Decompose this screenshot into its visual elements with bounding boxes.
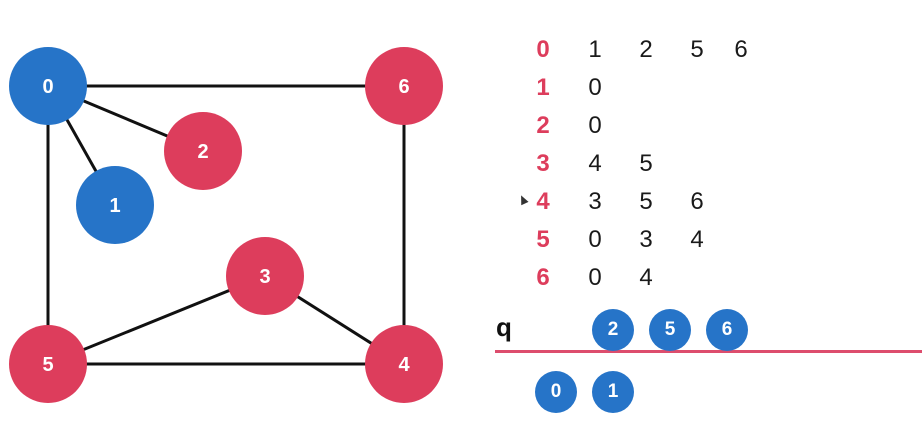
- adjacency-neighbor: 6: [734, 36, 748, 63]
- adjacency-neighbor: 6: [690, 188, 704, 215]
- queue-divider: [495, 350, 922, 353]
- adjacency-vertex: 0: [536, 36, 550, 63]
- queue-item: 2: [592, 309, 634, 351]
- node-3: 3: [226, 237, 304, 315]
- node-label: 6: [398, 76, 409, 98]
- edge-5-3: [47, 274, 266, 366]
- node-label: 4: [398, 354, 410, 376]
- adjacency-neighbor: 3: [588, 188, 602, 215]
- queue-item: 5: [649, 309, 691, 351]
- node-circle: [365, 325, 443, 403]
- graph-nodes: 0 1 2 3 4 5 6: [9, 47, 443, 403]
- node-circle: [76, 166, 154, 244]
- mouse-cursor-icon: [517, 193, 529, 206]
- graph-diagram: 0 1 2 3 4 5 6: [9, 47, 443, 403]
- adjacency-neighbor: 0: [588, 112, 602, 139]
- dequeued-item: 0: [535, 371, 577, 413]
- adjacency-vertex: 3: [536, 150, 550, 177]
- node-4: 4: [365, 325, 443, 403]
- adjacency-neighbor: 3: [639, 226, 653, 253]
- node-1: 1: [76, 166, 154, 244]
- node-circle: [9, 47, 87, 125]
- adjacency-neighbor: 1: [588, 36, 602, 63]
- adjacency-vertex: 5: [536, 226, 550, 253]
- queue-label: q: [496, 312, 512, 342]
- node-circle: [164, 112, 242, 190]
- node-label: 5: [42, 354, 53, 376]
- adjacency-vertex: 1: [536, 74, 550, 101]
- node-6: 6: [365, 47, 443, 125]
- node-2: 2: [164, 112, 242, 190]
- node-label: 0: [42, 76, 53, 98]
- queue-item: 6: [706, 309, 748, 351]
- node-circle: [365, 47, 443, 125]
- adjacency-neighbor: 2: [639, 36, 653, 63]
- node-0: 0: [9, 47, 87, 125]
- adjacency-neighbor: 4: [588, 150, 602, 177]
- adjacency-vertex: 2: [536, 112, 550, 139]
- dequeued-item: 1: [592, 371, 634, 413]
- adjacency-neighbor: 0: [588, 264, 602, 291]
- adjacency-vertex: 6: [536, 264, 550, 291]
- adjacency-neighbor: 5: [690, 36, 704, 63]
- node-label: 3: [259, 266, 270, 288]
- adjacency-neighbor: 4: [690, 226, 704, 253]
- adjacency-neighbor: 5: [639, 150, 653, 177]
- node-5: 5: [9, 325, 87, 403]
- adjacency-neighbor: 5: [639, 188, 653, 215]
- node-circle: [9, 325, 87, 403]
- adjacency-neighbor: 0: [588, 74, 602, 101]
- adjacency-vertex: 4: [536, 188, 550, 215]
- node-label: 2: [197, 141, 208, 163]
- node-circle: [226, 237, 304, 315]
- adjacency-neighbor: 0: [588, 226, 602, 253]
- adjacency-neighbor: 4: [639, 264, 653, 291]
- node-label: 1: [109, 195, 120, 217]
